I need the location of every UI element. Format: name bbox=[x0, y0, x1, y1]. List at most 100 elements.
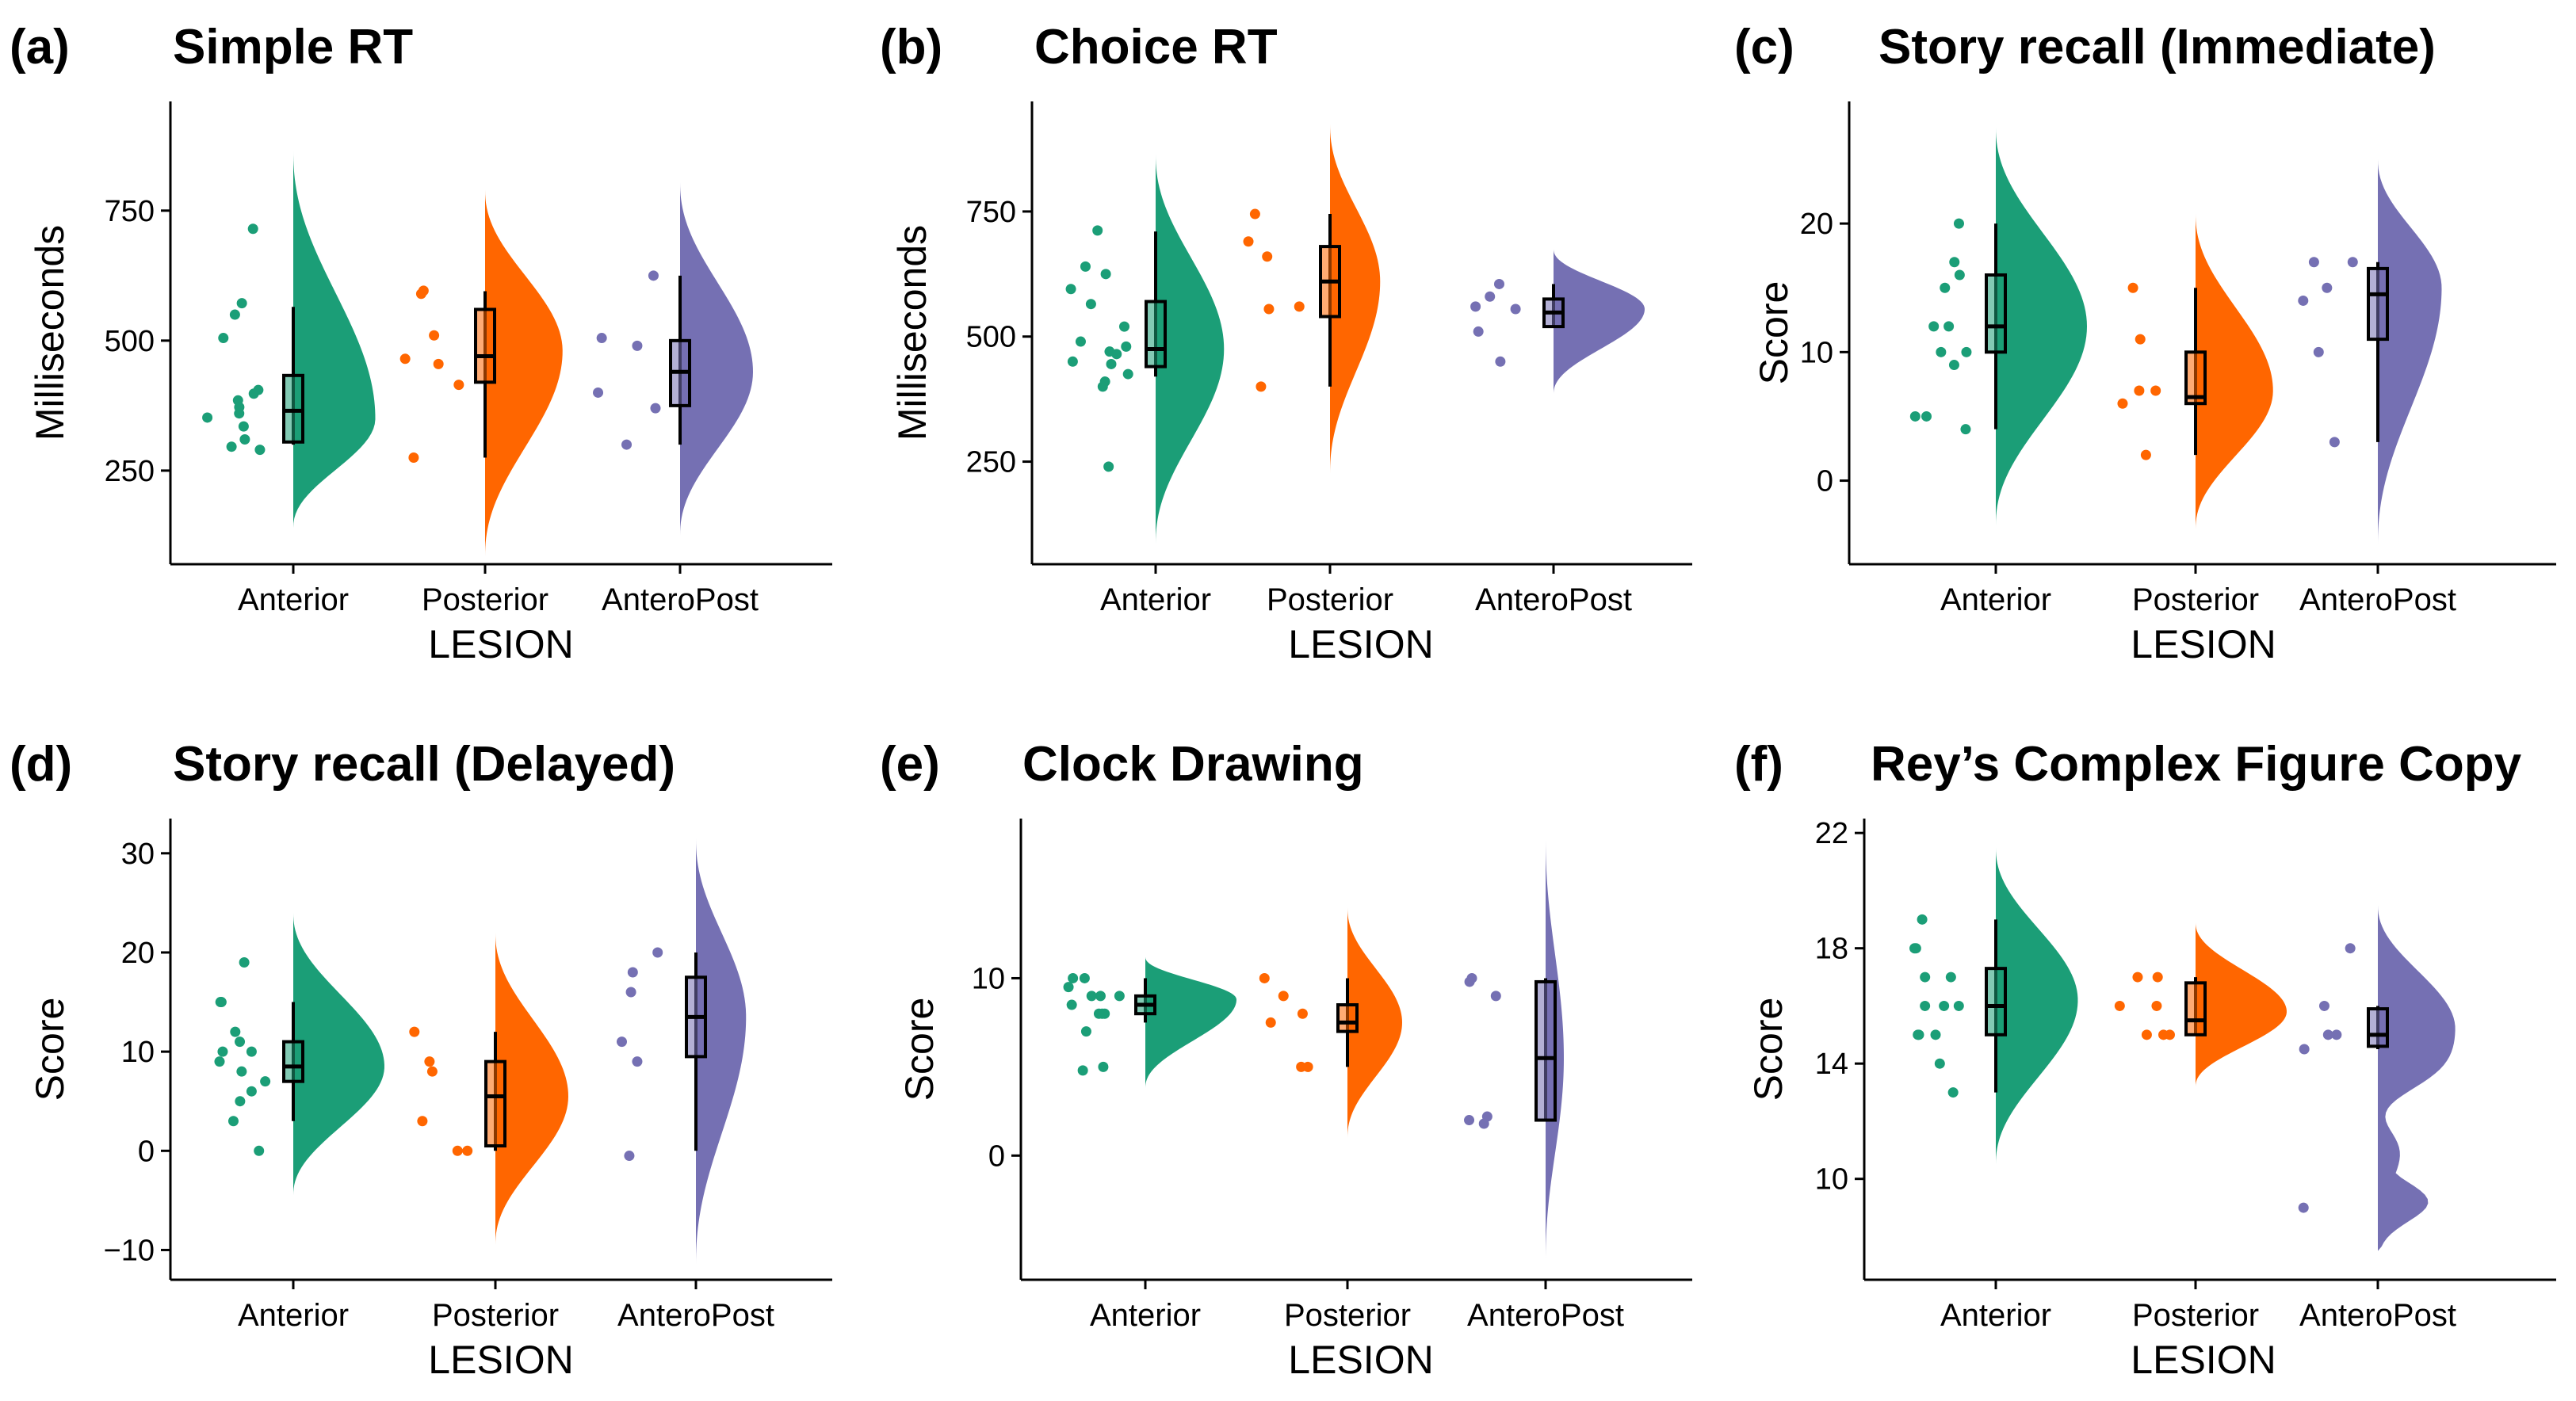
y-tick-label: 14 bbox=[1815, 1048, 1848, 1081]
data-point bbox=[453, 380, 464, 391]
box-iqr bbox=[1985, 273, 2007, 354]
data-point bbox=[2329, 437, 2340, 448]
box-iqr bbox=[1535, 979, 1557, 1122]
data-point bbox=[1936, 346, 1947, 357]
data-point bbox=[1100, 269, 1111, 280]
data-point bbox=[1928, 321, 1940, 332]
chart-title: Simple RT bbox=[173, 20, 413, 74]
x-tick-label: AnteroPost bbox=[2299, 582, 2456, 617]
data-point bbox=[1066, 999, 1077, 1010]
y-tick-label: 0 bbox=[988, 1140, 1005, 1173]
chart-title: Story recall (Delayed) bbox=[173, 737, 675, 792]
data-point bbox=[596, 333, 607, 344]
data-point bbox=[1106, 358, 1117, 369]
data-point bbox=[593, 387, 604, 398]
data-point bbox=[226, 441, 237, 452]
data-point bbox=[1085, 299, 1096, 310]
data-point bbox=[1080, 1026, 1091, 1037]
data-point bbox=[1510, 303, 1521, 315]
box-iqr bbox=[2184, 350, 2207, 406]
x-axis-label: LESION bbox=[428, 622, 573, 666]
violin-posterior bbox=[485, 189, 563, 557]
box-iqr bbox=[474, 307, 496, 384]
data-point bbox=[1961, 346, 1972, 357]
group-posterior bbox=[1259, 907, 1402, 1138]
box-iqr bbox=[2367, 266, 2389, 342]
panel-e: (e) Clock Drawing 0 10 Score Anterior Posterio… bbox=[880, 737, 1692, 1382]
y-tick-label: 0 bbox=[138, 1135, 155, 1168]
panel-label: (d) bbox=[10, 737, 72, 792]
y-tick-label: 750 bbox=[966, 196, 1016, 229]
data-point bbox=[239, 956, 250, 968]
data-point bbox=[621, 439, 633, 450]
data-point bbox=[2347, 257, 2358, 268]
data-point bbox=[1077, 1065, 1088, 1076]
group-anterior bbox=[1909, 847, 2078, 1165]
panel-label: (a) bbox=[10, 20, 70, 74]
box-iqr bbox=[2184, 981, 2207, 1036]
data-point bbox=[1954, 269, 1965, 281]
x-tick-label: AnteroPost bbox=[1475, 582, 1632, 617]
data-point bbox=[1067, 356, 1078, 367]
data-point bbox=[2313, 346, 2324, 357]
data-point bbox=[648, 270, 659, 281]
data-point bbox=[1945, 972, 1956, 983]
violin-posterior bbox=[2196, 922, 2287, 1087]
data-point bbox=[650, 403, 661, 414]
data-point bbox=[1259, 972, 1270, 983]
box-iqr bbox=[1985, 967, 2007, 1036]
box-iqr bbox=[1336, 1003, 1359, 1033]
data-point bbox=[1953, 218, 1964, 229]
data-point bbox=[2140, 449, 2151, 460]
y-tick-label: 10 bbox=[1815, 1163, 1848, 1197]
data-point bbox=[1464, 976, 1475, 987]
data-point bbox=[1103, 461, 1114, 472]
x-axis-label: LESION bbox=[1288, 622, 1433, 666]
violin-anterior bbox=[1996, 127, 2087, 526]
data-point bbox=[1934, 1058, 1945, 1069]
x-tick-label: Posterior bbox=[422, 582, 548, 617]
data-point bbox=[254, 445, 266, 456]
data-point bbox=[2114, 1000, 2125, 1011]
data-point bbox=[229, 309, 240, 320]
data-point bbox=[1243, 236, 1254, 247]
y-tick-label: 10 bbox=[1800, 336, 1833, 369]
data-point bbox=[2322, 282, 2333, 293]
data-point bbox=[260, 1076, 271, 1087]
data-point bbox=[238, 421, 249, 432]
data-point bbox=[1917, 914, 1928, 925]
group-posterior bbox=[1243, 124, 1381, 475]
data-point bbox=[1097, 381, 1108, 392]
box-iqr bbox=[1145, 300, 1167, 368]
data-point bbox=[2150, 385, 2161, 396]
y-tick-label: 0 bbox=[1817, 465, 1833, 498]
y-axis-label: Score bbox=[897, 998, 942, 1101]
data-point bbox=[1473, 326, 1484, 337]
data-point bbox=[1098, 1061, 1109, 1072]
x-tick-label: Anterior bbox=[1100, 582, 1211, 617]
data-point bbox=[1302, 1061, 1313, 1072]
box-iqr bbox=[484, 1059, 506, 1148]
violin-anteropost bbox=[2378, 905, 2456, 1251]
data-point bbox=[1490, 991, 1501, 1002]
panel-label: (e) bbox=[880, 737, 940, 792]
violin-posterior bbox=[1347, 907, 1402, 1138]
y-tick-label: 250 bbox=[105, 455, 155, 488]
data-point bbox=[1949, 257, 1960, 268]
data-point bbox=[1118, 321, 1129, 332]
data-point bbox=[1111, 349, 1122, 360]
data-point bbox=[1960, 424, 1971, 435]
data-point bbox=[1265, 1017, 1276, 1028]
x-tick-label: Anterior bbox=[1940, 1298, 2051, 1333]
data-point bbox=[1495, 356, 1506, 367]
box-iqr bbox=[282, 1040, 304, 1083]
data-point bbox=[217, 1046, 228, 1057]
box-iqr bbox=[282, 373, 304, 444]
data-point bbox=[246, 1086, 257, 1097]
data-point bbox=[1939, 1000, 1950, 1011]
data-point bbox=[1114, 991, 1125, 1002]
panel-b: (b) Choice RT 250 500 750 Milliseconds Anterio… bbox=[880, 20, 1692, 666]
data-point bbox=[1122, 368, 1133, 380]
chart-title: Choice RT bbox=[1034, 20, 1278, 74]
data-point bbox=[1478, 1118, 1489, 1129]
